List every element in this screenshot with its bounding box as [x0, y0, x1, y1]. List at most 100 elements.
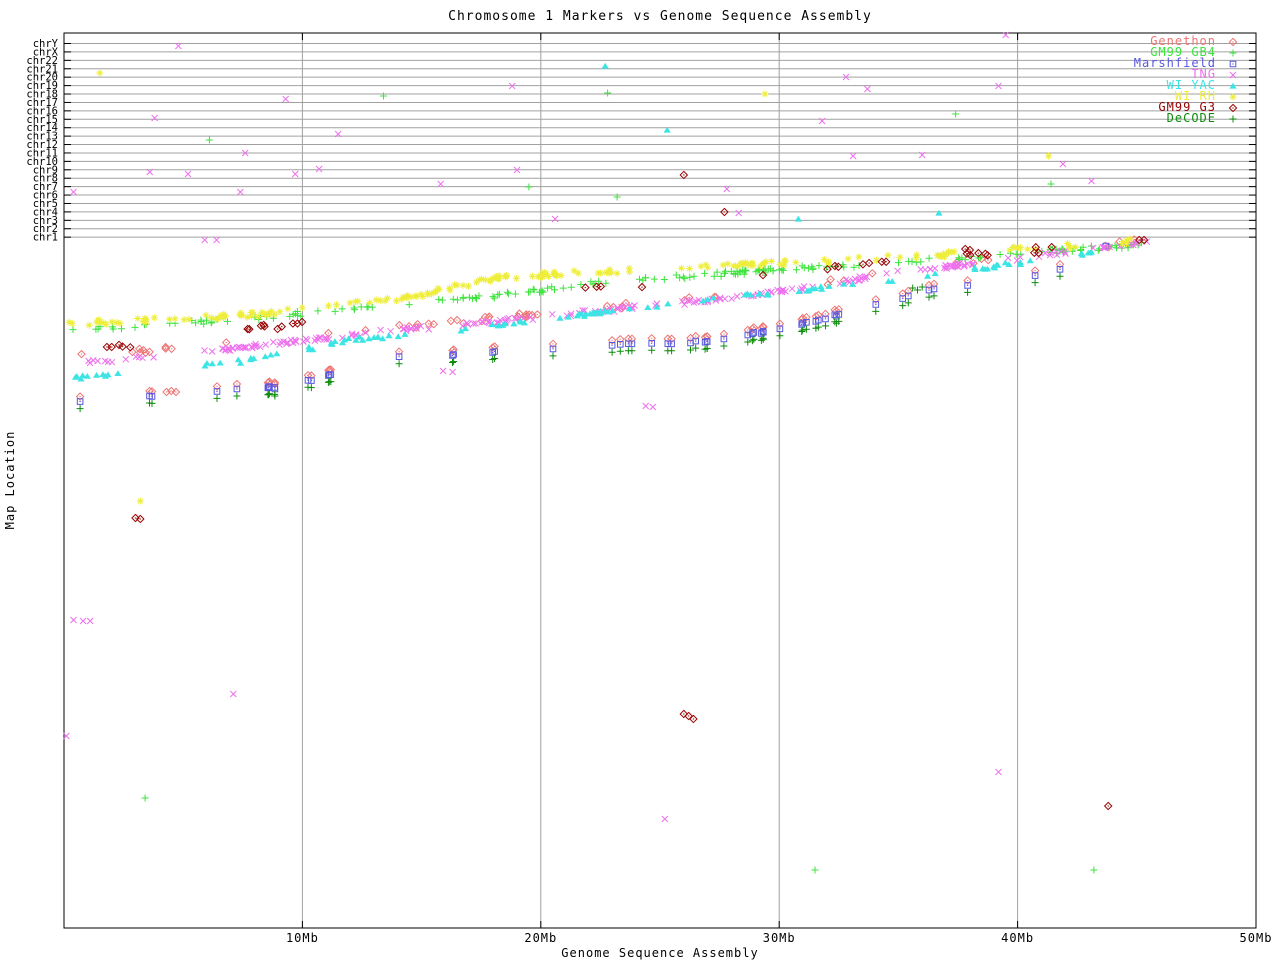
marker-plus — [503, 288, 512, 297]
marker-star — [697, 262, 705, 271]
marker-triangle — [267, 351, 275, 358]
marker-plus — [471, 293, 480, 302]
ytick-label: chr8 — [33, 173, 58, 185]
marker-x — [788, 285, 796, 293]
marker-plus — [1056, 272, 1064, 281]
marker-diamond-dot — [114, 340, 124, 349]
marker-triangle — [261, 353, 269, 360]
legend-marker-triangle-icon — [1216, 80, 1250, 91]
legend-label: GM99 GB4 — [1150, 45, 1216, 59]
legend-entry-wi-rh: WI RH — [1134, 89, 1250, 103]
data-points — [62, 31, 1151, 874]
marker-plus — [930, 291, 938, 300]
marker-triangle — [208, 360, 216, 367]
marker-plus — [493, 290, 502, 299]
marker-x — [229, 690, 237, 698]
marker-plus — [608, 348, 617, 357]
ytick-label: chr9 — [33, 164, 58, 176]
marker-star — [346, 298, 355, 307]
marker-star — [685, 264, 694, 273]
marker-plus — [963, 288, 972, 297]
marker-plus — [405, 300, 414, 309]
marker-x — [150, 353, 158, 361]
legend-entry-genethon: Genethon — [1134, 35, 1250, 47]
marker-diamond-dot — [858, 260, 868, 269]
marker-triangle — [1026, 257, 1034, 264]
marker-star — [884, 251, 892, 260]
legend-label: DeCODE — [1166, 111, 1216, 125]
ytick-label: chr19 — [26, 80, 58, 92]
marker-plus — [815, 261, 823, 270]
marker-plus — [717, 272, 726, 281]
marker-x — [849, 152, 857, 160]
marker-star — [512, 274, 521, 283]
marker-plus — [680, 274, 689, 283]
marker-x — [201, 347, 208, 354]
marker-diamond-dot — [637, 283, 647, 292]
marker-plus — [213, 394, 221, 403]
ytick-label: chr17 — [26, 97, 58, 109]
marker-star — [95, 69, 104, 77]
marker-x — [735, 209, 743, 217]
marker-x — [437, 180, 445, 188]
ytick-label: chr2 — [33, 223, 58, 235]
legend-label: WI YAC — [1166, 78, 1216, 92]
marker-x — [733, 292, 741, 300]
marker-x — [1059, 160, 1067, 168]
marker-x — [917, 265, 925, 273]
marker-plus — [465, 293, 474, 302]
marker-plus — [759, 335, 768, 344]
marker-plus — [559, 284, 568, 293]
marker-diamond-dot — [865, 258, 874, 268]
ytick-label: chr15 — [26, 114, 58, 126]
marker-triangle — [935, 209, 943, 216]
marker-plus — [488, 355, 497, 364]
legend-marker-x-icon — [1216, 69, 1250, 80]
marker-plus — [511, 290, 520, 298]
marker-star — [150, 313, 159, 322]
marker-x — [70, 188, 77, 196]
marker-diamond-dot — [1104, 801, 1113, 811]
marker-plus — [700, 269, 709, 278]
marker-triangle — [93, 372, 101, 378]
marker-plus — [524, 183, 533, 191]
series-gm99-gb4 — [69, 89, 1146, 874]
marker-plus — [448, 358, 457, 367]
xtick-label: 20Mb — [524, 931, 557, 945]
marker-plus — [567, 283, 576, 292]
marker-plus — [449, 357, 458, 366]
marker-x — [631, 302, 638, 309]
legend-entry-marshfield: Marshfield — [1134, 57, 1250, 69]
marker-triangle — [216, 359, 224, 366]
marker-triangle — [365, 335, 373, 342]
marker-diamond-dot — [453, 316, 462, 325]
marker-diamond-dot — [288, 319, 297, 328]
marker-plus — [331, 307, 340, 316]
marker-x — [863, 85, 871, 93]
marker-x — [681, 301, 688, 309]
marker-x — [291, 170, 299, 178]
legend-entry-tng: TNG — [1134, 68, 1250, 80]
ytick-label: chr16 — [26, 105, 58, 117]
legend-entry-gm99-g3: GM99 G3 — [1134, 101, 1250, 113]
marker-x — [70, 616, 77, 624]
marker-x — [439, 367, 447, 375]
ytick-label: chr14 — [26, 122, 58, 134]
marker-plus — [489, 292, 497, 301]
ytick-label: chr10 — [26, 156, 58, 168]
marker-x — [269, 338, 277, 346]
legend-label: WI RH — [1174, 89, 1216, 103]
marker-plus — [719, 342, 728, 350]
marker-plus — [951, 110, 960, 118]
marker-star — [854, 253, 863, 261]
marker-plus — [667, 346, 676, 355]
marker-plus — [904, 257, 913, 266]
marker-plus — [871, 307, 880, 316]
ytick-label: chr12 — [26, 139, 58, 151]
series-decode — [76, 272, 1064, 413]
marker-x — [995, 768, 1002, 776]
marker-diamond-dot — [868, 269, 877, 278]
marker-triangle — [114, 370, 122, 376]
